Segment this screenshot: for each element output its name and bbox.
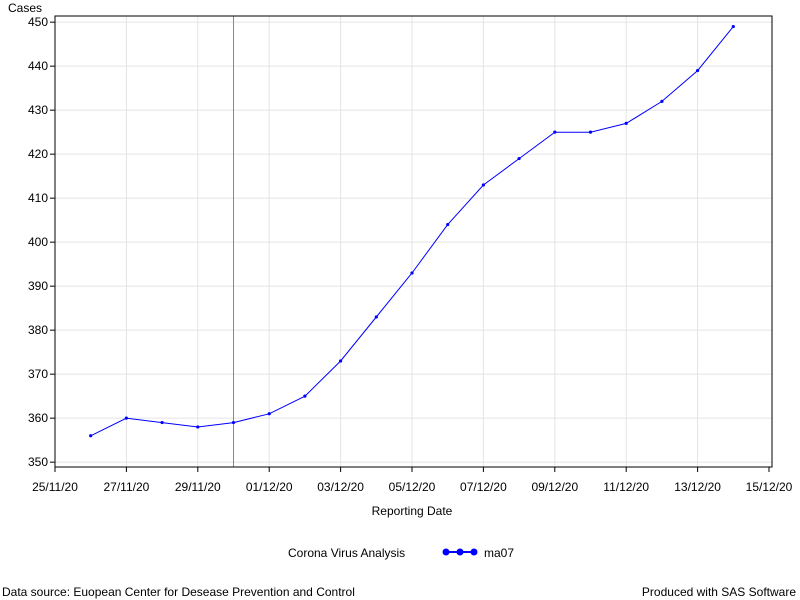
x-tick-label: 11/12/20 — [603, 480, 649, 494]
y-tick-label: 390 — [28, 279, 48, 293]
y-tick-label: 380 — [28, 323, 48, 337]
y-axis-label: Cases — [8, 1, 42, 15]
x-tick-label: 13/12/20 — [674, 480, 721, 494]
x-axis-label: Reporting Date — [371, 504, 453, 518]
data-point — [374, 315, 378, 319]
data-point — [196, 425, 200, 429]
legend-marker — [442, 548, 450, 556]
x-tick-label: 25/11/20 — [32, 480, 78, 494]
x-tick-label: 03/12/20 — [317, 480, 364, 494]
footnote: Produced with SAS Software — [642, 585, 796, 599]
data-point — [517, 156, 521, 161]
y-tick-label: 430 — [28, 103, 48, 117]
data-point — [446, 222, 450, 227]
data-point — [267, 412, 271, 416]
x-tick-label: 01/12/20 — [246, 480, 293, 494]
y-tick-label: 400 — [28, 235, 48, 249]
data-point — [231, 420, 236, 425]
y-tick-label: 410 — [28, 191, 48, 205]
y-tick-label: 350 — [28, 455, 48, 469]
data-point — [624, 121, 628, 125]
data-point — [89, 434, 93, 438]
x-tick-label: 15/12/20 — [746, 480, 793, 494]
x-tick-label: 29/11/20 — [175, 480, 221, 494]
data-point — [588, 130, 593, 134]
legend-label: ma07 — [484, 546, 514, 560]
data-point — [696, 68, 700, 73]
data-point — [731, 24, 735, 29]
y-tick-label: 360 — [28, 411, 48, 425]
data-point — [303, 394, 307, 398]
data-point — [410, 271, 414, 275]
y-tick-label: 370 — [28, 367, 48, 381]
y-tick-label: 450 — [28, 15, 48, 29]
data-point — [124, 416, 128, 420]
data-point — [339, 359, 343, 363]
data-point — [481, 183, 485, 187]
footnote: Data source: Euopean Center for Desease … — [2, 585, 355, 599]
x-tick-label: 07/12/20 — [460, 480, 507, 494]
x-tick-label: 05/12/20 — [389, 480, 436, 494]
data-point — [660, 99, 664, 103]
y-tick-label: 440 — [28, 59, 48, 73]
legend-marker — [470, 548, 478, 556]
y-tick-label: 420 — [28, 147, 48, 161]
x-tick-label: 27/11/20 — [103, 480, 149, 494]
data-point — [553, 130, 557, 134]
legend-title: Corona Virus Analysis — [288, 546, 405, 560]
plot-frame — [54, 15, 773, 468]
x-tick-label: 09/12/20 — [531, 480, 578, 494]
data-point — [160, 420, 164, 425]
legend-marker — [456, 548, 464, 556]
